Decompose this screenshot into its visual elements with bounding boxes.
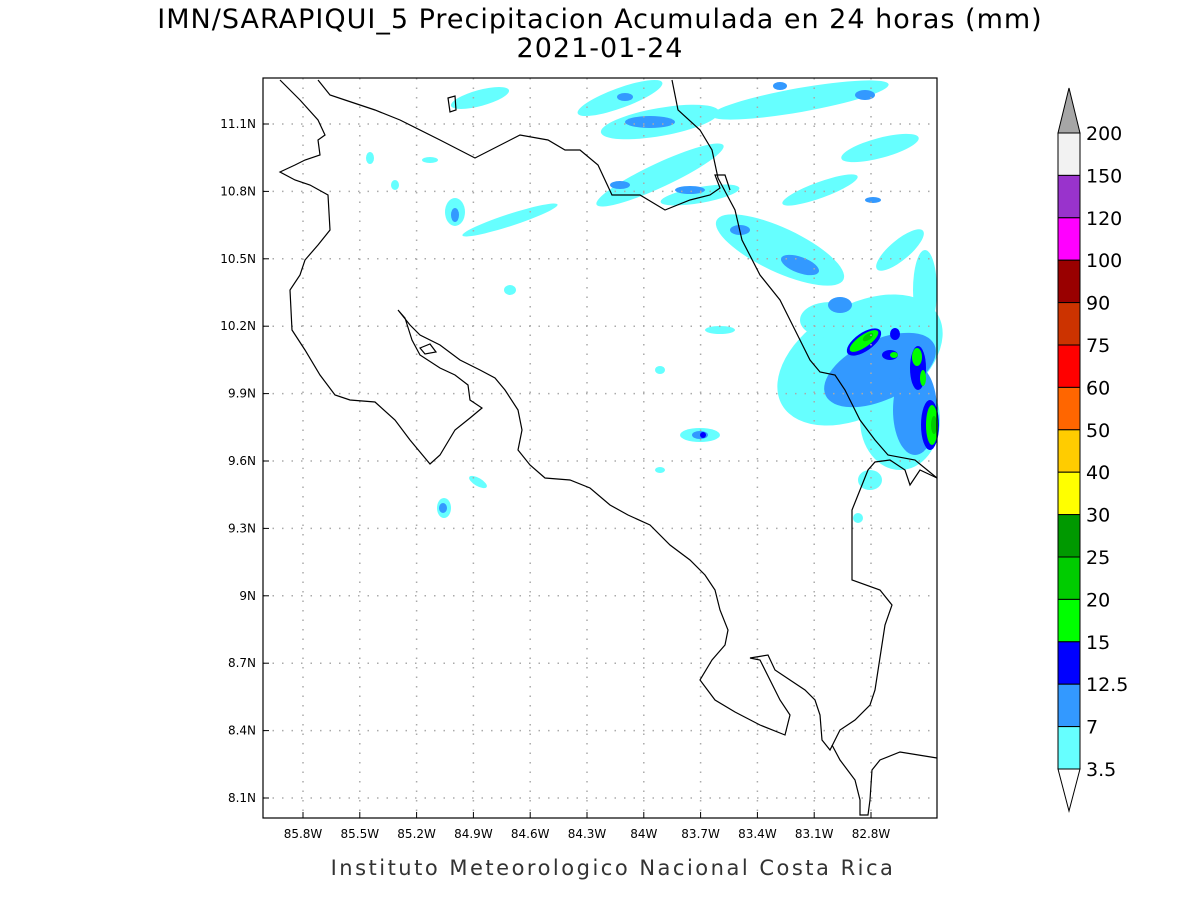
precipitation-field (366, 79, 943, 523)
lat-tick-label: 9N (239, 589, 256, 603)
colorbar-level-label: 100 (1086, 250, 1122, 272)
lon-tick-label: 82.8W (852, 827, 891, 841)
colorbar-level-label: 40 (1086, 462, 1110, 484)
lon-tick-label: 83.7W (681, 827, 720, 841)
lat-tick-label: 8.7N (228, 656, 256, 670)
colorbar-level-label: 50 (1086, 420, 1110, 442)
lat-tick-label: 8.1N (228, 791, 256, 805)
colorbar-swatch (1057, 514, 1081, 558)
colorbar-level-label: 75 (1086, 335, 1110, 357)
colorbar-level-label: 30 (1086, 505, 1110, 527)
colorbar-swatch (1057, 217, 1081, 261)
lat-tick-label: 9.9N (228, 387, 256, 401)
lon-tick-label: 84.3W (568, 827, 607, 841)
plot-frame (262, 77, 938, 819)
colorbar-level-label: 90 (1086, 293, 1110, 315)
lon-tick-label: 83.1W (795, 827, 834, 841)
lat-tick-label: 9.3N (228, 521, 256, 535)
lat-tick-label: 8.4N (228, 724, 256, 738)
colorbar-level-label: 60 (1086, 377, 1110, 399)
lon-tick-label: 85.8W (284, 827, 323, 841)
colorbar-swatch (1057, 386, 1081, 431)
lat-tick-label: 11.1N (220, 117, 256, 131)
map-title: IMN/SARAPIQUI_5 Precipitacion Acumulada … (157, 4, 1043, 35)
lon-axis: 85.8W 85.5W 85.2W 84.9W 84.6W 84.3W 84W 83.7W 83… (284, 812, 891, 841)
colorbar-legend: 200 150 120 100 90 75 60 50 40 30 25 20 15 12.5 7 3.5 (1057, 87, 1128, 813)
map-date: 2021-01-24 (516, 33, 684, 64)
colorbar-swatch (1057, 429, 1081, 473)
lat-tick-label: 10.2N (220, 319, 256, 333)
lat-lon-grid (263, 78, 937, 818)
colorbar-level-label: 20 (1086, 589, 1110, 611)
colorbar-swatch (1057, 598, 1081, 643)
coastline (278, 79, 938, 816)
colorbar-level-label: 15 (1086, 632, 1110, 654)
lon-tick-label: 84.9W (454, 827, 493, 841)
lon-tick-label: 84.6W (511, 827, 550, 841)
lat-axis: 11.1N 10.8N 10.5N 10.2N 9.9N 9.6N 9.3N 9N 8.7N 8.… (220, 117, 269, 805)
lon-tick-label: 85.5W (341, 827, 380, 841)
colorbar-level-label: 120 (1086, 208, 1122, 230)
colorbar-level-label: 12.5 (1086, 674, 1128, 696)
colorbar-swatch (1057, 641, 1081, 685)
colorbar-swatch (1057, 726, 1081, 770)
lon-tick-label: 84W (630, 827, 657, 841)
colorbar-swatch (1057, 683, 1081, 728)
footer-credit: Instituto Meteorologico Nacional Costa R… (330, 856, 896, 880)
colorbar-swatch (1057, 302, 1081, 346)
colorbar-swatch (1057, 132, 1081, 176)
colorbar-level-label: 200 (1086, 123, 1122, 145)
lat-tick-label: 9.6N (228, 454, 256, 468)
lat-tick-label: 10.5N (220, 252, 256, 266)
lon-tick-label: 83.4W (738, 827, 777, 841)
colorbar-swatch (1057, 259, 1081, 304)
colorbar-level-label: 7 (1086, 717, 1098, 739)
colorbar-level-label: 25 (1086, 547, 1110, 569)
lon-tick-label: 85.2W (397, 827, 436, 841)
colorbar-over-arrow (1057, 87, 1081, 134)
colorbar-swatch (1057, 174, 1081, 219)
colorbar-level-label: 150 (1086, 165, 1122, 187)
colorbar-swatch (1057, 556, 1081, 600)
colorbar-level-label: 3.5 (1086, 759, 1116, 781)
colorbar-swatch (1057, 344, 1081, 388)
colorbar-under-arrow (1057, 768, 1081, 813)
lat-tick-label: 10.8N (220, 184, 256, 198)
colorbar-swatch (1057, 471, 1081, 516)
